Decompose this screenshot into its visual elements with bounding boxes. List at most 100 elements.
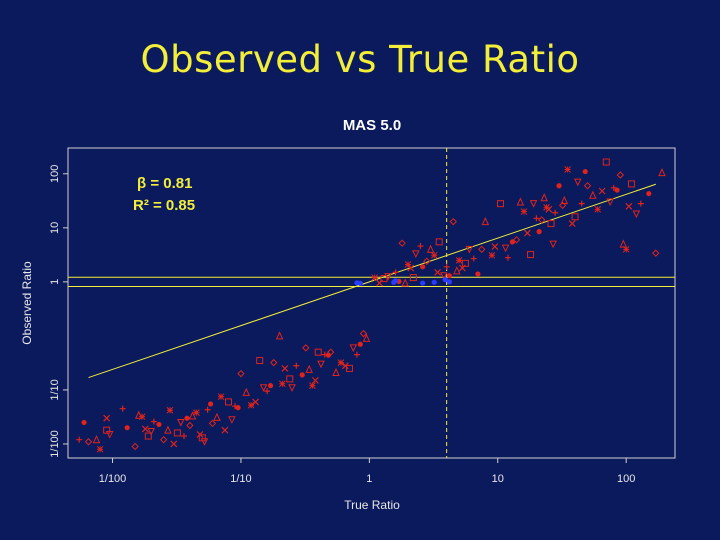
data-point xyxy=(180,433,187,440)
data-point xyxy=(573,178,582,187)
data-point xyxy=(442,277,448,283)
data-point xyxy=(76,436,83,443)
data-point xyxy=(529,200,538,208)
data-point xyxy=(288,384,296,392)
data-point xyxy=(446,279,452,285)
data-point xyxy=(622,245,630,253)
data-point xyxy=(646,190,652,197)
data-point xyxy=(217,393,225,401)
data-point xyxy=(627,180,635,188)
data-point xyxy=(138,413,146,421)
data-point xyxy=(326,348,335,356)
data-point xyxy=(392,278,399,284)
data-point xyxy=(512,236,521,244)
y-tick-label: 1/100 xyxy=(49,430,61,458)
y-axis-label: Observed Ratio xyxy=(20,261,34,345)
data-point xyxy=(423,257,431,266)
data-point xyxy=(293,362,300,369)
data-point xyxy=(552,209,559,216)
data-point xyxy=(208,419,217,428)
y-tick-label: 10 xyxy=(49,222,61,234)
data-point xyxy=(420,280,426,286)
x-axis: 1/100 1/10 1 10 100 xyxy=(99,458,635,485)
data-point xyxy=(547,220,555,228)
data-point xyxy=(141,425,149,433)
data-point xyxy=(359,329,368,338)
plot-frame xyxy=(67,147,676,459)
data-point xyxy=(409,274,417,282)
data-point xyxy=(267,383,274,389)
data-point xyxy=(478,245,486,254)
data-point xyxy=(632,210,641,219)
data-point xyxy=(281,365,289,372)
data-point xyxy=(556,183,562,189)
data-point xyxy=(540,193,548,202)
data-point xyxy=(345,364,353,372)
data-point xyxy=(317,360,325,369)
data-point xyxy=(81,419,87,426)
data-point xyxy=(299,372,305,378)
data-point xyxy=(652,249,660,257)
data-point xyxy=(461,259,469,267)
data-point xyxy=(619,239,628,248)
data-point xyxy=(170,440,178,448)
data-point xyxy=(658,167,666,177)
data-point xyxy=(278,380,286,388)
data-point xyxy=(545,205,553,213)
data-point xyxy=(516,197,525,206)
data-point xyxy=(264,388,271,395)
data-point xyxy=(349,344,358,353)
beta-stat: β = 0.81 xyxy=(137,175,192,192)
data-point xyxy=(443,263,450,270)
data-point xyxy=(96,445,104,453)
data-point xyxy=(144,432,152,440)
data-point xyxy=(286,375,294,383)
data-point xyxy=(501,244,510,253)
data-point xyxy=(124,425,130,431)
data-point xyxy=(176,418,185,427)
data-point xyxy=(242,387,251,396)
data-point xyxy=(637,200,644,207)
data-point xyxy=(610,184,617,191)
y-tick-label: 1/10 xyxy=(49,379,61,400)
data-point xyxy=(357,341,363,347)
data-point xyxy=(431,279,437,285)
data-point xyxy=(150,418,157,425)
slide-title: Observed vs True Ratio xyxy=(140,38,580,81)
data-point xyxy=(598,187,606,195)
data-point xyxy=(430,251,438,259)
data-point xyxy=(228,416,236,424)
data-point xyxy=(166,406,174,414)
data-point xyxy=(582,168,588,175)
data-point xyxy=(435,238,443,246)
data-point xyxy=(173,429,181,437)
data-point xyxy=(103,426,111,434)
data-point xyxy=(533,215,540,222)
data-point xyxy=(314,348,322,356)
x-tick-label: 10 xyxy=(492,473,504,485)
data-point xyxy=(213,412,221,421)
data-point xyxy=(341,362,349,370)
data-point xyxy=(270,358,278,367)
data-point xyxy=(455,257,463,264)
data-point xyxy=(252,398,259,406)
reference-lines xyxy=(68,148,675,458)
data-point xyxy=(302,344,310,352)
data-point xyxy=(398,239,406,247)
data-point xyxy=(193,409,200,416)
data-point xyxy=(549,240,557,249)
data-point xyxy=(560,195,569,205)
data-point xyxy=(156,421,162,428)
data-point xyxy=(446,273,452,279)
data-point xyxy=(625,202,633,210)
data-point xyxy=(426,244,435,253)
data-point xyxy=(504,254,511,261)
y-axis: 1/100 1/10 1 10 100 xyxy=(49,165,68,458)
y-tick-label: 100 xyxy=(49,165,61,183)
data-point xyxy=(92,434,101,444)
data-point xyxy=(401,278,409,287)
data-point xyxy=(571,213,579,221)
data-point xyxy=(204,406,211,413)
data-point xyxy=(491,243,499,250)
